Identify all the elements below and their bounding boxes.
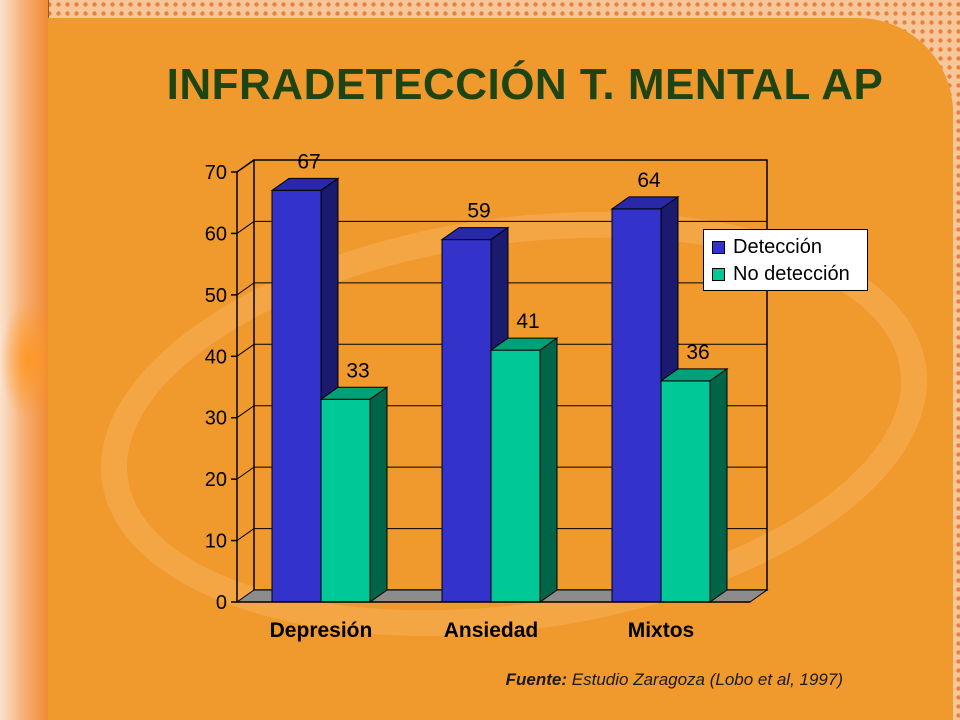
legend-label-no-deteccion: No detección <box>733 262 850 285</box>
left-bar-glow <box>0 300 48 420</box>
x-category-label-mixtos: Mixtos <box>628 619 695 642</box>
bar-front <box>660 380 711 603</box>
value-labels: 67 33 59 41 64 36 <box>297 150 709 382</box>
source-label: Fuente: <box>505 670 568 689</box>
y-tick-label: 40 <box>205 346 227 368</box>
bar-front <box>490 349 541 603</box>
value-label: 33 <box>346 359 369 382</box>
value-label: 67 <box>297 150 320 173</box>
source-text: Estudio Zaragoza (Lobo et al, 1997) <box>571 670 843 689</box>
bar-front <box>611 208 662 603</box>
y-tick-label: 20 <box>205 469 227 491</box>
x-axis: Depresión Ansiedad Mixtos <box>237 601 750 642</box>
bar-no-deteccion-ansiedad <box>489 337 559 603</box>
gridline <box>236 220 767 234</box>
y-tick-label: 10 <box>205 531 227 553</box>
legend-swatch-no-deteccion <box>712 267 725 281</box>
gridline <box>236 466 767 480</box>
x-category-label-depresion: Depresión <box>270 619 373 642</box>
y-tick-label: 0 <box>216 592 227 614</box>
gridline <box>236 528 767 541</box>
source-note: Fuente: Estudio Zaragoza (Lobo et al, 19… <box>0 670 843 690</box>
value-label: 64 <box>637 169 661 192</box>
legend-swatch-deteccion <box>712 240 725 254</box>
gridline <box>236 343 767 357</box>
bar-front <box>271 189 322 603</box>
slide-title: INFRADETECCIÓN T. MENTAL AP <box>166 60 884 109</box>
bar-front <box>441 239 492 603</box>
value-label: 36 <box>686 341 709 364</box>
value-label: 41 <box>516 310 539 333</box>
y-axis-top-edge <box>236 159 255 173</box>
legend-entry-deteccion: Detección <box>712 235 822 259</box>
y-tick-label: 50 <box>205 285 227 307</box>
y-tick-label: 70 <box>205 162 227 184</box>
legend-label-deteccion: Detección <box>733 235 822 258</box>
gridline <box>236 405 767 419</box>
chart-legend: Detección No detección <box>703 229 868 291</box>
legend-entry-no-deteccion: No detección <box>712 262 850 286</box>
bars <box>270 177 729 603</box>
y-tick-label: 60 <box>205 223 227 245</box>
gridline <box>236 282 767 296</box>
bar-side <box>539 337 558 603</box>
y-tick-label: 30 <box>205 408 227 430</box>
bar-side <box>709 367 728 603</box>
bar-no-deteccion-depresion <box>319 386 389 603</box>
bar-no-deteccion-mixtos <box>659 367 729 603</box>
bar-front <box>320 398 371 603</box>
bar-side <box>369 386 388 603</box>
value-label: 59 <box>467 200 490 223</box>
x-category-label-ansiedad: Ansiedad <box>444 619 539 642</box>
y-axis: 0 10 20 30 40 50 60 70 <box>205 159 255 614</box>
